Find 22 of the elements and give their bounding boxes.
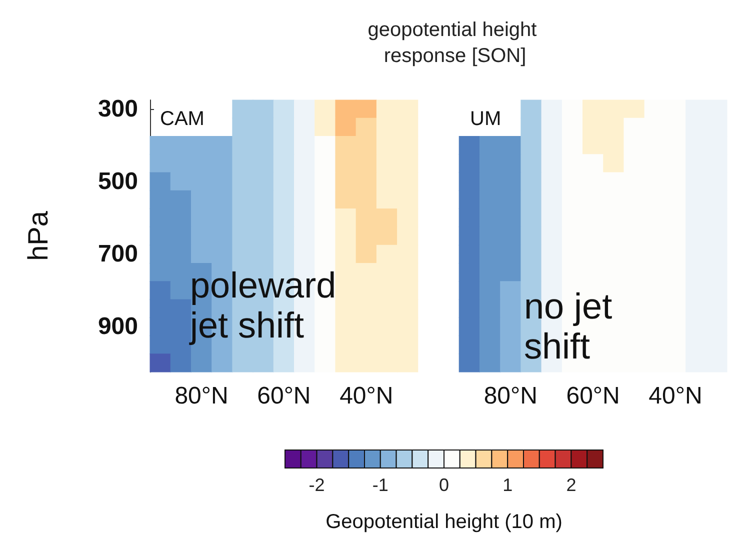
y-tick-label: 900 — [98, 313, 138, 340]
annotation: UM — [470, 108, 502, 130]
color-bar-label: -1 — [372, 475, 388, 495]
x-tick-label: 60°N — [566, 382, 620, 410]
y-axis-title: hPa — [22, 210, 54, 261]
chart-title: geopotential height response [SON] — [368, 19, 542, 67]
annotation: CAM — [160, 108, 204, 130]
y-tick-label: 700 — [98, 240, 138, 268]
color-bar-title: Geopotential height (10 m) — [326, 511, 562, 533]
x-tick-label: 40°N — [340, 382, 394, 410]
x-tick-label: 80°N — [174, 382, 228, 410]
y-tick-label: 500 — [98, 168, 138, 196]
x-tick-label: 40°N — [648, 382, 702, 410]
y-tick-label: 300 — [98, 96, 138, 123]
color-bar-label: 1 — [502, 475, 513, 495]
color-bar-label: 2 — [566, 475, 576, 495]
annotation: poleward jet shift — [189, 264, 346, 346]
color-bar-label: -2 — [308, 475, 325, 495]
x-tick-label: 60°N — [257, 382, 311, 410]
annotation: no jet shift — [524, 286, 622, 366]
color-bar-label: 0 — [438, 475, 450, 495]
x-tick-label: 80°N — [484, 382, 538, 410]
